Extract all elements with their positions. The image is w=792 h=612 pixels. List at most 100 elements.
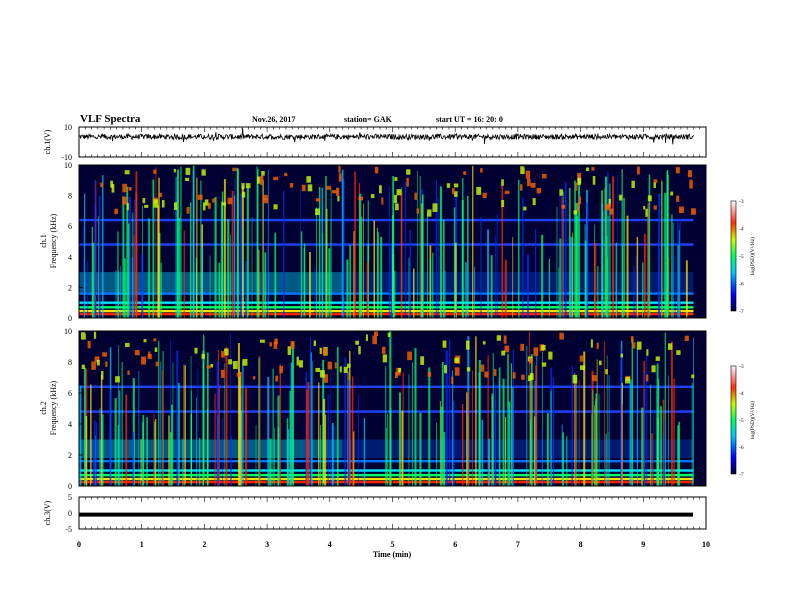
emission-speckle	[645, 374, 649, 382]
station-label: station= GAK	[344, 115, 393, 124]
emission-speckle	[275, 375, 279, 382]
emission-speckle	[653, 205, 657, 210]
emission-speckle	[204, 199, 209, 206]
emission-streak	[132, 432, 134, 486]
emission-streak	[660, 406, 662, 486]
emission-speckle	[141, 356, 146, 365]
emission-streak	[664, 192, 667, 318]
emission-streak	[322, 233, 324, 318]
emission-streak	[647, 203, 650, 318]
emission-speckle	[273, 176, 279, 181]
emission-speckle	[580, 365, 585, 371]
emission-streak	[471, 370, 473, 486]
colorbar-tick-label: -5	[739, 254, 744, 260]
ytick-label: 10	[64, 327, 72, 336]
background-noise-band	[79, 439, 343, 459]
emission-streak	[578, 178, 580, 318]
emission-streak	[558, 267, 560, 318]
emission-streak	[432, 252, 434, 318]
frequency-band-line	[79, 301, 694, 304]
ch2-spectrogram-panel: 0 2 4 6 8 10 ch.2 Frequency (kHz)	[39, 327, 707, 491]
emission-streak	[237, 343, 240, 486]
emission-streak	[584, 240, 587, 318]
colorbar-tick-label: -6	[739, 445, 744, 451]
emission-speckle	[381, 197, 384, 205]
ch1-colorbar: -3 -4 -5 -6 -7 log(PSD)(V²/Hz)	[730, 199, 756, 315]
emission-streak	[564, 182, 567, 318]
emission-speckle	[100, 182, 104, 188]
emission-streak	[363, 418, 366, 486]
emission-streak	[230, 234, 231, 318]
colorbar-tick-label: -6	[739, 282, 744, 288]
emission-streak	[132, 377, 135, 486]
emission-streak	[122, 196, 125, 318]
emission-speckle	[414, 192, 417, 200]
emission-speckle	[533, 347, 539, 357]
emission-speckle	[323, 374, 328, 383]
emission-streak	[398, 392, 402, 486]
ch1-spectrogram-marks	[79, 165, 696, 318]
emission-streak	[306, 389, 308, 486]
emission-streak	[596, 359, 598, 486]
emission-speckle	[173, 168, 176, 173]
emission-streak	[671, 214, 673, 318]
emission-speckle	[446, 183, 451, 188]
emission-speckle	[335, 187, 340, 196]
ch1-colorbar-gradient	[730, 200, 737, 312]
emission-speckle	[227, 197, 233, 205]
emission-streak	[472, 165, 474, 318]
emission-speckle	[94, 356, 100, 363]
ytick-label: 8	[68, 358, 72, 367]
emission-streak	[604, 187, 606, 318]
emission-streak	[388, 185, 390, 318]
emission-speckle	[125, 342, 130, 348]
emission-speckle	[81, 364, 85, 370]
emission-streak	[428, 367, 431, 486]
emission-speckle	[315, 367, 321, 373]
emission-streak	[239, 193, 242, 318]
emission-speckle	[210, 363, 214, 368]
emission-streak	[595, 393, 597, 486]
emission-speckle	[590, 339, 593, 348]
ytick-label: 0	[68, 314, 72, 323]
emission-streak	[95, 422, 98, 486]
emission-streak	[182, 438, 184, 486]
emission-streak	[621, 169, 623, 318]
emission-speckle	[407, 351, 413, 361]
emission-streak	[608, 374, 610, 486]
emission-streak	[390, 244, 393, 318]
emission-speckle	[678, 206, 684, 214]
emission-streak	[153, 421, 155, 486]
emission-streak	[666, 271, 668, 318]
emission-speckle	[147, 353, 152, 360]
emission-speckle	[242, 359, 248, 366]
emission-streak	[664, 420, 666, 486]
emission-speckle	[577, 202, 580, 212]
emission-speckle	[591, 166, 595, 171]
emission-streak	[114, 398, 117, 486]
emission-streak	[209, 255, 211, 318]
emission-streak	[197, 368, 199, 486]
xtick-label: 8	[579, 540, 583, 549]
emission-streak	[605, 433, 607, 486]
emission-speckle	[355, 340, 360, 345]
emission-streak	[679, 218, 681, 318]
emission-streak	[183, 230, 185, 318]
emission-streak	[563, 191, 564, 318]
background-noise-band	[79, 272, 343, 296]
emission-speckle	[442, 340, 447, 348]
emission-streak	[385, 366, 387, 486]
emission-streak	[347, 380, 350, 486]
emission-streak	[454, 242, 457, 318]
colorbar-tick-label: -4	[739, 391, 744, 397]
emission-speckle	[343, 366, 348, 373]
emission-speckle	[96, 359, 100, 366]
emission-streak	[117, 425, 119, 486]
emission-streak	[99, 408, 101, 486]
emission-speckle	[676, 350, 681, 355]
emission-streak	[189, 202, 192, 318]
emission-streak	[604, 176, 608, 318]
emission-speckle	[525, 170, 531, 179]
xtick-label: 2	[202, 540, 206, 549]
emission-streak	[530, 354, 533, 486]
